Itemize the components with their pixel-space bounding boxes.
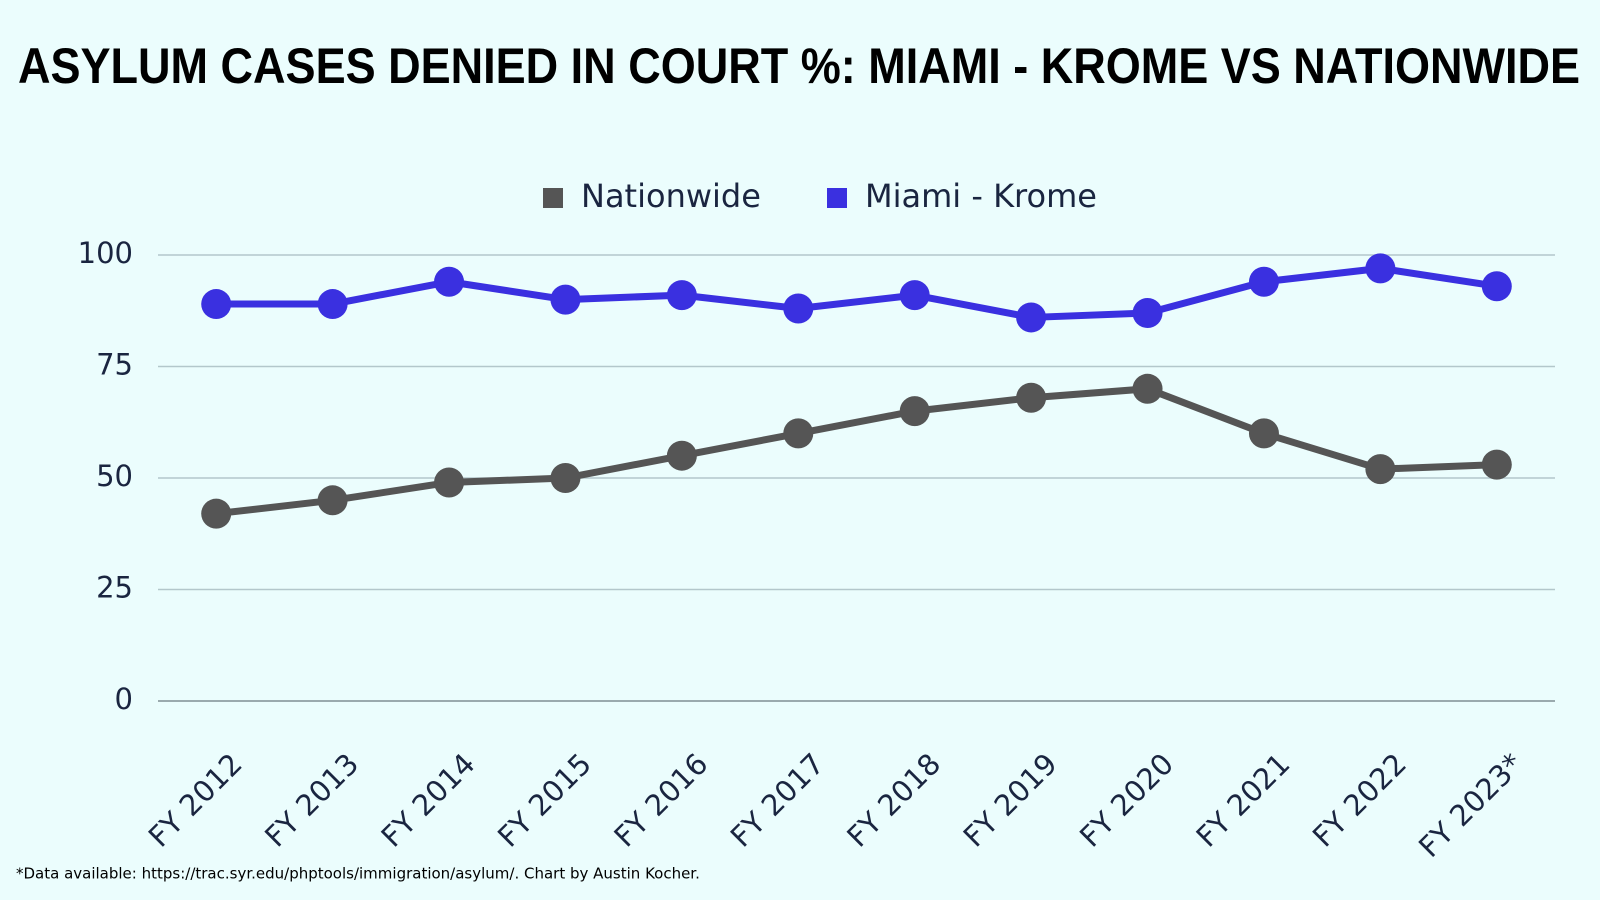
legend-marker: [827, 188, 847, 208]
y-tick-label: 100: [78, 236, 133, 270]
point: [317, 485, 348, 516]
footnote: *Data available: https://trac.syr.edu/ph…: [16, 865, 700, 883]
point: [201, 498, 232, 529]
point: [783, 418, 814, 449]
x-tick-label: FY 2013: [258, 747, 365, 854]
point: [434, 467, 465, 498]
point: [1481, 449, 1512, 480]
point: [899, 280, 930, 311]
x-tick-label: FY 2017: [724, 747, 831, 854]
point: [1365, 454, 1396, 485]
point: [666, 280, 697, 311]
x-tick-label: FY 2014: [375, 747, 482, 854]
y-tick-label: 0: [115, 682, 133, 716]
point: [434, 266, 465, 297]
point: [1481, 271, 1512, 302]
x-tick-label: FY 2023*: [1412, 747, 1529, 864]
point: [899, 396, 930, 427]
y-tick-label: 75: [96, 348, 133, 382]
point: [1132, 297, 1163, 328]
point: [1365, 253, 1396, 284]
y-tick-label: 50: [96, 459, 133, 493]
y-tick-label: 25: [96, 571, 133, 605]
x-tick-label: FY 2020: [1073, 747, 1180, 854]
x-tick-label: FY 2012: [142, 747, 249, 854]
point: [1132, 373, 1163, 404]
point: [550, 284, 581, 315]
point: [317, 289, 348, 320]
x-tick-label: FY 2019: [957, 747, 1064, 854]
point: [201, 289, 232, 320]
point: [783, 293, 814, 324]
x-tick-label: FY 2022: [1306, 747, 1413, 854]
legend-marker: [543, 188, 563, 208]
point: [1016, 382, 1047, 413]
series-line: [215, 385, 1497, 518]
legend-label: Miami - Krome: [865, 177, 1097, 215]
x-tick-label: FY 2016: [607, 747, 714, 854]
point: [666, 440, 697, 471]
x-tick-label: FY 2018: [840, 747, 947, 854]
point: [550, 463, 581, 493]
series-line: [216, 264, 1498, 321]
point: [1248, 418, 1279, 449]
x-tick-label: FY 2021: [1189, 747, 1296, 854]
point: [1016, 302, 1047, 333]
chart-title: ASYLUM CASES DENIED IN COURT %: MIAMI - …: [18, 38, 1580, 94]
legend-label: Nationwide: [581, 177, 761, 215]
x-tick-label: FY 2015: [491, 747, 598, 854]
point: [1248, 266, 1279, 297]
